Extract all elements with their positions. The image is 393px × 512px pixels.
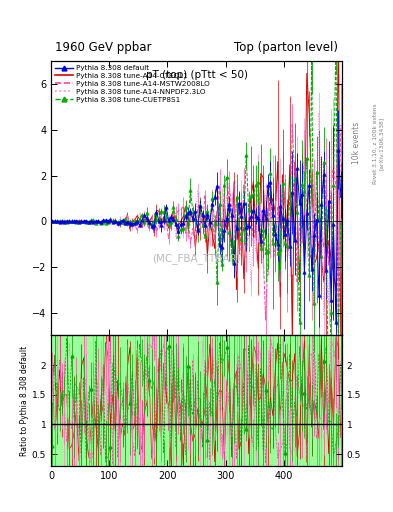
Text: (MC_FBA_TTBAR): (MC_FBA_TTBAR) [152,253,241,264]
Text: Top (parton level): Top (parton level) [234,41,338,54]
Y-axis label: Ratio to Pythia 8.308 default: Ratio to Pythia 8.308 default [20,346,29,456]
Text: pT (top) (pTtt < 50): pT (top) (pTtt < 50) [145,70,248,80]
Legend: Pythia 8.308 default, Pythia 8.308 tune-A14-CTEQL1, Pythia 8.308 tune-A14-MSTW20: Pythia 8.308 default, Pythia 8.308 tune-… [53,63,211,104]
Text: 1960 GeV ppbar: 1960 GeV ppbar [55,41,152,54]
Text: 10k events: 10k events [352,122,361,164]
Text: Rivet 3.1.10, z 100k extens
[arXiv:1306.3438]: Rivet 3.1.10, z 100k extens [arXiv:1306.… [373,103,384,184]
